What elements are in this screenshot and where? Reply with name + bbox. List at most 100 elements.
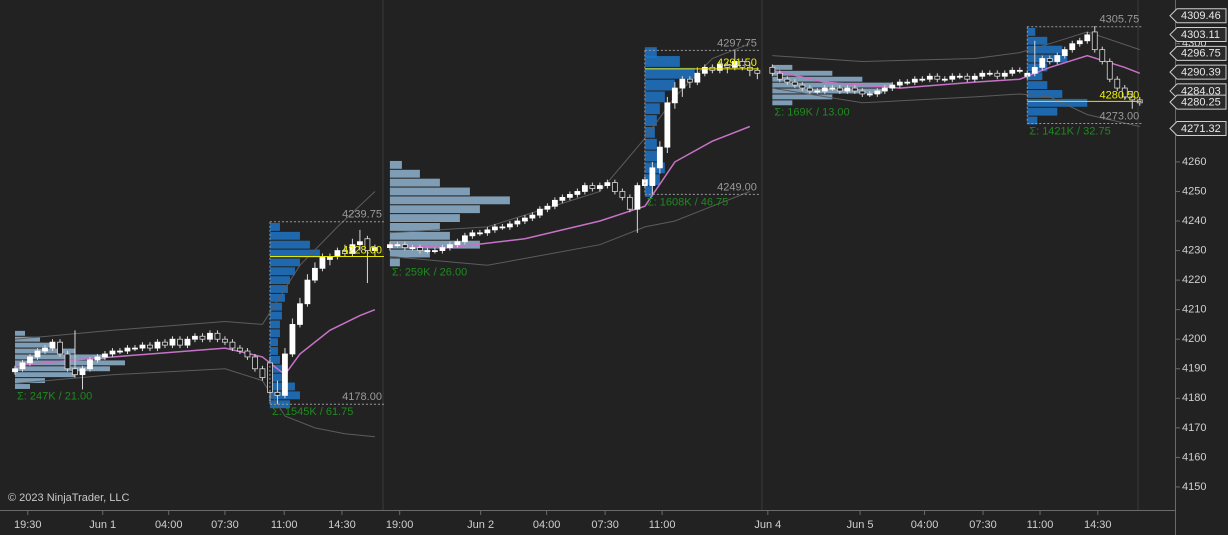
profile-bar [644,56,680,67]
candle-body [866,93,873,96]
candle-body [664,102,671,148]
candle-body [649,167,656,186]
profile-bar [772,70,833,76]
profile-high-label: 4297.75 [717,37,757,49]
y-tick-label: 4240 [1182,215,1206,227]
x-tick-label: 07:30 [969,519,997,531]
y-tick-label: 4170 [1182,422,1206,434]
x-tick-label: Jun 1 [89,519,116,531]
candle-body [679,78,686,89]
candle-body [956,75,963,78]
candle-body [821,87,828,92]
candle-body [776,72,783,80]
candle-body [364,238,371,251]
band-line [14,87,1140,438]
profile-bar [389,205,480,214]
candle-body [701,66,708,74]
x-tick-label: Jun 4 [754,519,781,531]
profile-bar [269,249,320,258]
candle-body [117,350,123,353]
candle-body [162,341,168,346]
profile-bar [1027,98,1088,107]
profile-bar [772,100,793,106]
candle-body [342,250,348,254]
candle-body [12,368,18,373]
candle-body [529,214,536,219]
profile-bar [269,355,280,364]
candle-body [42,347,48,352]
profile-bar [644,150,663,162]
candle-body [769,66,776,74]
price-marker [1169,94,1227,110]
profile-bar [772,64,793,70]
candle-body [207,332,213,340]
candle-body [911,78,918,83]
x-tick-label: 04:00 [155,519,183,531]
candle-body [656,146,663,169]
price-marker-label: 4280.25 [1181,96,1221,108]
candle-body [806,87,813,92]
candle-body [491,226,498,231]
profile-bar [1027,27,1036,36]
profile-bar [389,249,430,258]
candle-body [566,194,573,198]
candle-body [184,338,191,346]
candle-body [799,84,806,89]
candle-body [941,78,948,81]
candles [12,26,1143,405]
profile-bar [269,320,280,329]
candle-body [851,87,858,92]
candle-body [506,223,513,228]
candle-body [417,247,423,251]
x-tick-label: 07:30 [591,519,619,531]
candle-body [372,247,378,251]
candle-body [716,64,723,71]
candle-body [581,185,588,192]
candle-body [177,338,183,346]
profile-labels: Σ: 247K / 21.00 4239.75 4178.00 4228.00 Σ: 1… [17,14,1142,418]
candle-body [1009,69,1016,74]
candle-body [499,226,506,229]
candle-body [619,191,626,198]
candle-body [469,232,476,237]
candle-body [694,72,701,83]
axes: 4150 4160 4170 4180 4190 4200 4210 4220 4230 4240… [14,8,1227,531]
candle-body [214,332,221,340]
profile-bar [1027,107,1058,116]
candle-body [814,90,821,93]
candle-body [881,87,888,92]
candle-body [94,356,101,361]
candle-body [739,61,746,68]
candle-body [402,244,408,249]
profile-bar [389,178,440,187]
x-tick-label: 11:00 [271,519,298,531]
candle-body [544,205,551,210]
candle-body [596,185,603,189]
profile-summary: Σ: 169K / 13.00 [774,107,849,119]
profile-bar [389,231,450,240]
candle-body [919,78,926,81]
x-tick-label: Jun 5 [847,519,874,531]
profile-summary: Σ: 1608K / 46.75 [647,196,728,208]
candle-body [102,353,108,358]
profile-bar [269,311,282,320]
profile-bar [269,258,300,267]
candle-body [476,232,483,235]
profile-bar [644,67,695,79]
candle-body [49,341,56,349]
y-tick-label: 4230 [1182,244,1206,256]
candle-body [979,72,986,77]
candle-body [72,368,78,376]
x-tick-label: 14:30 [328,519,356,531]
y-tick-label: 4150 [1182,481,1206,493]
price-marker-label: 4284.03 [1181,85,1221,97]
candle-body [634,185,641,210]
candle-body [1121,87,1128,98]
candle-body [1046,58,1053,62]
profile-bar [644,186,653,197]
candle-body [424,250,431,252]
price-marker-label: 4303.11 [1181,29,1220,41]
price-marker [1169,27,1227,43]
candle-body [671,87,678,104]
profile-bar [14,342,55,348]
